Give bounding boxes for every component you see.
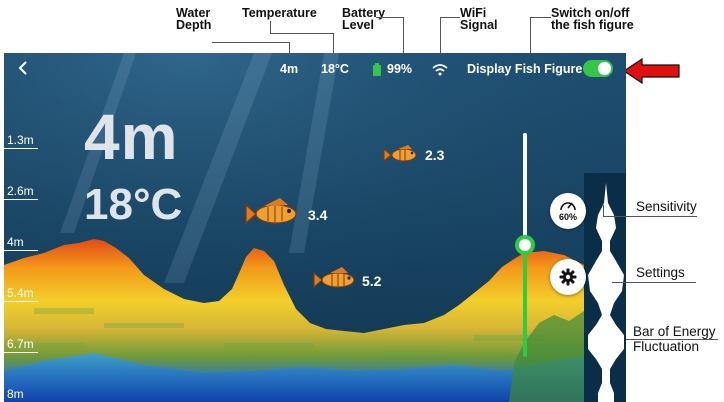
wifi-icon xyxy=(432,64,448,76)
wifi-leader xyxy=(440,17,460,18)
temperature-leader xyxy=(270,21,271,33)
depth-tick: 8m xyxy=(7,387,24,401)
display-fish-toggle[interactable] xyxy=(583,60,613,77)
sensitivity-slider-fill[interactable] xyxy=(523,245,527,357)
sensitivity-annotation: Sensitivity xyxy=(636,199,697,214)
fish-icon xyxy=(245,198,297,225)
settings-annotation: Settings xyxy=(636,265,685,280)
energy-bar-annotation: Bar of Energy Fluctuation xyxy=(633,324,716,354)
seabed-echo xyxy=(4,239,600,402)
fish-icon xyxy=(313,267,355,289)
battery-icon xyxy=(373,63,381,76)
sensitivity-value: 60% xyxy=(558,212,577,222)
toggle-knob xyxy=(598,62,611,75)
vegetation-echo xyxy=(509,303,600,402)
depth-tick: 1.3m xyxy=(4,133,38,149)
battery-annotation: Battery Level xyxy=(342,6,386,32)
right-arrow-icon xyxy=(622,58,680,84)
topbar-temperature: 18°C xyxy=(321,62,349,76)
settings-button[interactable] xyxy=(550,259,586,295)
energy-fluctuation-bar xyxy=(588,183,624,402)
settings-leader xyxy=(612,282,696,283)
sensitivity-button[interactable]: 60% xyxy=(550,193,586,229)
wifi-leader xyxy=(440,17,441,56)
fish-depth-label: 3.4 xyxy=(308,207,328,223)
sensitivity-slider-track[interactable] xyxy=(523,133,527,245)
depth-tick: 2.6m xyxy=(4,184,38,200)
depth-readout: 4m xyxy=(84,101,179,173)
topbar-battery: 99% xyxy=(387,62,413,76)
echo-texture xyxy=(14,308,544,356)
temperature-annotation: Temperature xyxy=(242,6,317,20)
gauge-icon xyxy=(560,202,576,211)
battery-leader xyxy=(403,17,404,56)
fish-depth-label: 2.3 xyxy=(425,147,445,163)
light-rays xyxy=(60,53,339,283)
topbar-depth: 4m xyxy=(280,62,299,76)
energy-bar-leader xyxy=(626,339,718,340)
sonar-display xyxy=(4,53,626,402)
battery-leader xyxy=(376,17,404,18)
fish-icon xyxy=(383,145,417,163)
temperature-readout: 18°C xyxy=(84,180,183,229)
seabed-deep xyxy=(4,353,600,402)
switch-fish-annotation: Switch on/off the fish figure xyxy=(551,6,634,32)
sensitivity-leader xyxy=(603,216,697,217)
wifi-annotation: WiFi Signal xyxy=(460,6,498,32)
gear-icon xyxy=(559,268,577,286)
fish-depth-label: 5.2 xyxy=(362,273,382,289)
water-depth-leader xyxy=(212,42,290,43)
temperature-leader xyxy=(270,33,334,34)
back-icon[interactable] xyxy=(16,59,30,77)
temperature-leader xyxy=(333,33,334,56)
switch-fish-leader xyxy=(530,17,551,18)
depth-tick: 6.7m xyxy=(4,337,38,353)
sonar-screen: 4m 18°C 99% Display Fish Figure 4m 18°C … xyxy=(4,53,626,402)
depth-tick: 4m xyxy=(4,235,38,251)
sensitivity-leader xyxy=(603,205,604,217)
switch-fish-leader xyxy=(530,17,531,56)
slider-handle-core xyxy=(519,239,531,251)
water-depth-leader xyxy=(289,42,290,56)
water-depth-annotation: Water Depth xyxy=(176,6,212,32)
display-fish-label: Display Fish Figure xyxy=(467,62,583,76)
depth-tick: 5.4m xyxy=(4,286,38,302)
